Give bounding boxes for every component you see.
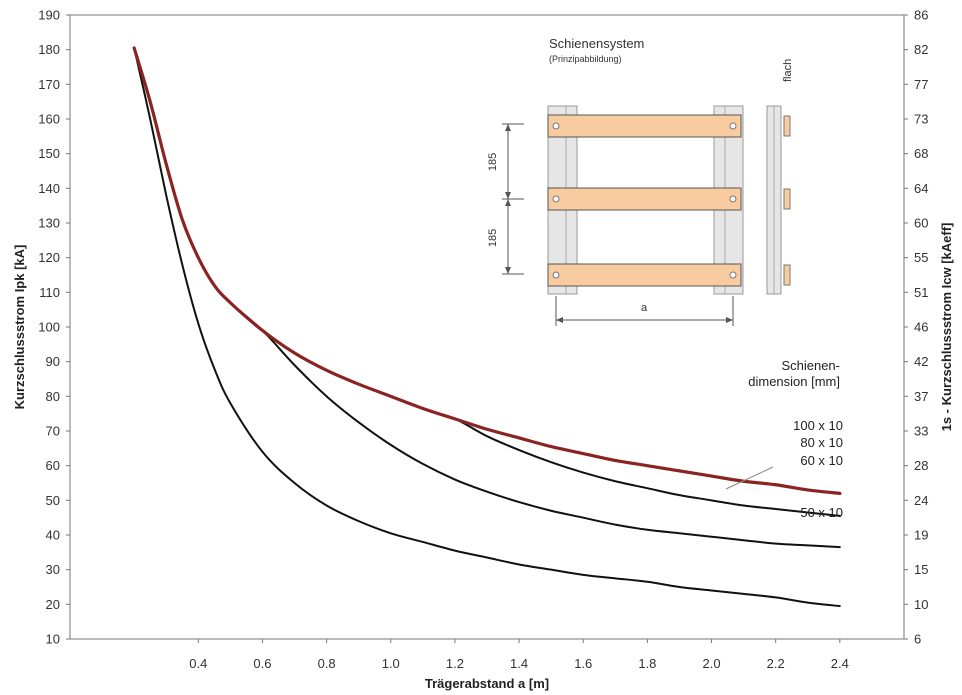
inset-busbar-top xyxy=(547,114,742,138)
inset-dimension-arrow xyxy=(505,192,511,199)
y-tick-label: 120 xyxy=(38,250,60,265)
legend-label: 80 x 10 xyxy=(800,435,843,450)
legend-label: 50 x 10 xyxy=(800,505,843,520)
series-line-100x10 xyxy=(132,46,842,495)
y-tick-label: 60 xyxy=(46,458,60,473)
x-tick-label: 1.0 xyxy=(382,656,400,671)
y-tick-label: 190 xyxy=(38,8,60,23)
y2-tick-label: 73 xyxy=(914,112,928,127)
inset-side-bar xyxy=(783,264,791,286)
y-tick-label: 140 xyxy=(38,181,60,196)
y2-tick-label: 37 xyxy=(914,389,928,404)
y2-tick-label: 15 xyxy=(914,562,928,577)
y2-tick-label: 19 xyxy=(914,528,928,543)
y2-axis-title: 1s - Kurzschlussstrom Icw [kAeff] xyxy=(939,223,954,432)
x-tick-label: 1.2 xyxy=(446,656,464,671)
x-tick-label: 1.8 xyxy=(638,656,656,671)
inset-dimension-arrow xyxy=(505,124,511,131)
legend-title-line: dimension [mm] xyxy=(748,374,840,389)
legend-label: 100 x 10 xyxy=(793,418,843,433)
y-tick-label: 170 xyxy=(38,77,60,92)
y2-tick-label: 24 xyxy=(914,493,928,508)
inset-side-bar xyxy=(783,115,791,137)
y2-tick-label: 64 xyxy=(914,181,928,196)
inset-dimension-arrow xyxy=(505,267,511,274)
y-axis-right: 6 10 15 19 24 28 33 37 42 46 51 55 60 64 68 73 77 82 86 xyxy=(904,8,928,647)
x-tick-label: 2.4 xyxy=(831,656,849,671)
inset-dimension-label: 185 xyxy=(487,153,499,171)
y-tick-label: 40 xyxy=(46,528,60,543)
y-axis-left: 10 20 30 40 50 60 70 80 90 100 110 120 130 140 150 160 1… xyxy=(38,8,70,647)
y-tick-label: 70 xyxy=(46,424,60,439)
y-tick-label: 100 xyxy=(38,320,60,335)
x-tick-label: 2.2 xyxy=(767,656,785,671)
inset-busbar-middle xyxy=(547,187,742,211)
y2-tick-label: 6 xyxy=(914,632,921,647)
inset-side-label: flach xyxy=(782,59,794,82)
y-tick-label: 130 xyxy=(38,216,60,231)
inset-subtitle: (Prinzipabbildung) xyxy=(549,54,622,64)
inset-bolt xyxy=(729,271,737,279)
y-tick-label: 90 xyxy=(46,354,60,369)
inset-bolt xyxy=(729,122,737,130)
y-tick-label: 10 xyxy=(46,632,60,647)
series-layer xyxy=(132,46,842,608)
y2-tick-label: 42 xyxy=(914,354,928,369)
inset-title: Schienensystem xyxy=(549,36,644,51)
y2-tick-label: 82 xyxy=(914,42,928,57)
inset-span-label: a xyxy=(641,302,648,314)
y2-tick-label: 51 xyxy=(914,285,928,300)
y-tick-label: 30 xyxy=(46,562,60,577)
inset-dimension-arrow xyxy=(505,199,511,206)
y2-tick-label: 77 xyxy=(914,77,928,92)
y-tick-label: 180 xyxy=(38,42,60,57)
x-tick-label: 0.6 xyxy=(253,656,271,671)
x-tick-label: 0.8 xyxy=(318,656,336,671)
y-tick-label: 110 xyxy=(39,285,60,300)
legend-label: 60 x 10 xyxy=(800,453,843,468)
y-tick-label: 150 xyxy=(38,146,60,161)
x-axis-title: Trägerabstand a [m] xyxy=(425,676,549,691)
inset-bolt xyxy=(552,122,560,130)
inset-dimension-label: 185 xyxy=(487,229,499,247)
inset-span-arrow xyxy=(556,317,563,323)
y2-tick-label: 86 xyxy=(914,8,928,23)
y2-tick-label: 46 xyxy=(914,320,928,335)
legend-title-line: Schienen- xyxy=(781,358,840,373)
x-tick-label: 2.0 xyxy=(702,656,720,671)
y2-tick-label: 60 xyxy=(914,216,928,231)
inset-side-bar xyxy=(783,188,791,210)
y2-tick-label: 68 xyxy=(914,146,928,161)
x-axis: 0.4 0.6 0.8 1.0 1.2 1.4 1.6 1.8 2.0 2.2 2.4 xyxy=(189,639,849,671)
x-tick-label: 1.4 xyxy=(510,656,528,671)
legend-leader-line xyxy=(725,466,774,490)
inset-busbar-bottom xyxy=(547,263,742,287)
x-tick-label: 1.6 xyxy=(574,656,592,671)
y-tick-label: 20 xyxy=(46,597,60,612)
y-tick-label: 80 xyxy=(46,389,60,404)
y-tick-label: 160 xyxy=(38,112,60,127)
y2-tick-label: 10 xyxy=(914,597,928,612)
series-line-50x10 xyxy=(133,46,841,608)
y-tick-label: 50 xyxy=(46,493,60,508)
inset-bolt xyxy=(552,195,560,203)
legend: Schienen- dimension [mm] 100 x 10 80 x 1… xyxy=(725,358,843,520)
inset-bolt xyxy=(729,195,737,203)
y2-tick-label: 55 xyxy=(914,250,928,265)
y-axis-title: Kurzschlussstrom Ipk [kA] xyxy=(12,245,27,410)
x-tick-label: 0.4 xyxy=(189,656,207,671)
y2-tick-label: 33 xyxy=(914,424,928,439)
inset-diagram: Schienensystem (Prinzipabbildung) 185 18… xyxy=(487,36,794,326)
inset-span-arrow xyxy=(726,317,733,323)
y2-tick-label: 28 xyxy=(914,458,928,473)
inset-bolt xyxy=(552,271,560,279)
